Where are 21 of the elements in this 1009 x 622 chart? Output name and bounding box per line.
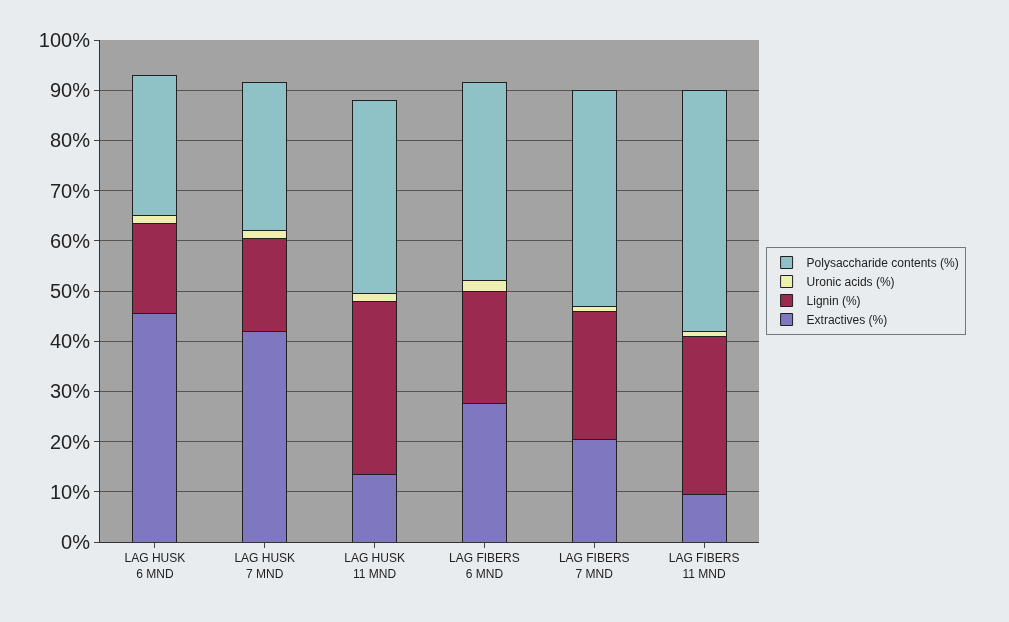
- y-tick-label: 60%: [49, 229, 91, 252]
- legend-label: Polysaccharide contents (%): [806, 256, 959, 271]
- x-tick-label: LAG HUSK 7 MND: [234, 551, 296, 581]
- x-tick-label: LAG FIBERS 6 MND: [449, 551, 520, 581]
- legend-label: Lignin (%): [806, 294, 861, 309]
- y-tick-label: 40%: [49, 330, 91, 353]
- y-tick-label: 10%: [49, 480, 91, 503]
- y-tick-label: 30%: [49, 380, 91, 403]
- legend-label: Extractives (%): [806, 313, 888, 328]
- x-tick-label: LAG HUSK 11 MND: [344, 551, 405, 581]
- y-tick-label: 20%: [49, 430, 91, 453]
- y-tick-label: 0%: [61, 531, 91, 553]
- y-tick-label: 70%: [49, 179, 91, 202]
- y-tick-label: 80%: [49, 129, 91, 152]
- y-tick-label: 90%: [49, 79, 91, 102]
- x-tick-label: LAG HUSK 6 MND: [124, 551, 186, 581]
- y-tick-label: 50%: [49, 280, 91, 302]
- y-tick-label: 100%: [38, 29, 91, 51]
- x-tick-label: LAG FIBERS 7 MND: [558, 551, 630, 581]
- x-tick-label: LAG FIBERS 11 MND: [668, 551, 740, 581]
- legend-label: Uronic acids (%): [806, 275, 895, 290]
